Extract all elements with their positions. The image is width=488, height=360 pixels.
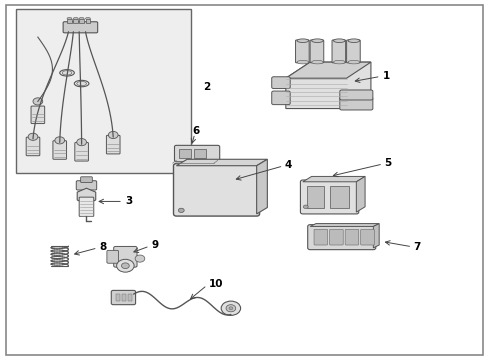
FancyBboxPatch shape [31,106,44,123]
Circle shape [108,131,118,139]
Circle shape [77,139,86,146]
Ellipse shape [347,60,359,64]
Bar [127,294,131,301]
FancyBboxPatch shape [345,229,358,245]
Circle shape [221,301,240,315]
Text: 2: 2 [203,82,210,92]
FancyBboxPatch shape [106,135,120,154]
FancyBboxPatch shape [76,181,97,190]
Text: 4: 4 [285,160,292,170]
Bar [194,149,205,158]
Text: 8: 8 [99,242,106,252]
Ellipse shape [79,18,84,19]
Polygon shape [176,159,267,166]
FancyBboxPatch shape [307,225,375,249]
Polygon shape [372,224,378,248]
Text: 5: 5 [384,158,391,168]
Ellipse shape [333,39,345,42]
Bar [79,18,84,23]
Ellipse shape [62,71,72,75]
Text: 7: 7 [413,242,420,252]
Ellipse shape [311,39,323,42]
FancyBboxPatch shape [107,250,118,263]
Polygon shape [309,224,378,226]
Text: 10: 10 [208,279,223,289]
FancyBboxPatch shape [300,180,358,214]
FancyBboxPatch shape [271,77,289,89]
FancyBboxPatch shape [309,40,323,63]
Circle shape [28,133,38,140]
Bar [306,186,323,208]
FancyBboxPatch shape [331,40,345,63]
FancyBboxPatch shape [329,229,343,245]
Bar [16,9,191,173]
Polygon shape [285,62,370,78]
FancyBboxPatch shape [271,91,289,105]
Circle shape [33,98,42,105]
Ellipse shape [296,60,308,64]
Bar [179,149,191,158]
Ellipse shape [77,81,86,86]
FancyBboxPatch shape [313,229,327,245]
Text: 3: 3 [125,197,132,206]
Ellipse shape [333,60,345,64]
Circle shape [225,305,235,312]
FancyBboxPatch shape [75,143,88,161]
Text: 6: 6 [192,126,199,136]
Bar [122,294,125,301]
FancyBboxPatch shape [63,22,98,33]
Polygon shape [256,159,267,214]
Circle shape [116,259,134,272]
FancyBboxPatch shape [26,137,40,156]
FancyBboxPatch shape [53,141,66,159]
Text: 9: 9 [151,240,158,250]
Circle shape [303,205,307,208]
Polygon shape [77,188,96,204]
Circle shape [228,307,232,310]
Circle shape [121,263,129,269]
Polygon shape [285,62,370,109]
Ellipse shape [85,18,90,19]
Ellipse shape [296,39,308,42]
FancyBboxPatch shape [339,97,372,110]
Polygon shape [356,176,365,212]
Ellipse shape [311,60,323,64]
Circle shape [178,208,184,212]
FancyBboxPatch shape [346,40,360,63]
FancyBboxPatch shape [295,40,308,63]
Ellipse shape [67,18,72,19]
Bar [67,18,72,23]
Circle shape [135,255,144,262]
Polygon shape [302,176,365,182]
FancyBboxPatch shape [360,229,373,245]
Circle shape [55,137,64,144]
Ellipse shape [347,39,359,42]
Bar [329,186,348,208]
FancyBboxPatch shape [174,145,219,162]
FancyBboxPatch shape [81,177,92,183]
FancyBboxPatch shape [114,247,137,267]
FancyBboxPatch shape [173,163,259,216]
Bar [85,18,90,23]
Bar [116,294,120,301]
Text: 1: 1 [382,71,389,81]
FancyBboxPatch shape [339,90,372,100]
FancyBboxPatch shape [79,197,94,216]
Bar [73,18,78,23]
FancyBboxPatch shape [111,291,135,305]
Ellipse shape [73,18,78,19]
